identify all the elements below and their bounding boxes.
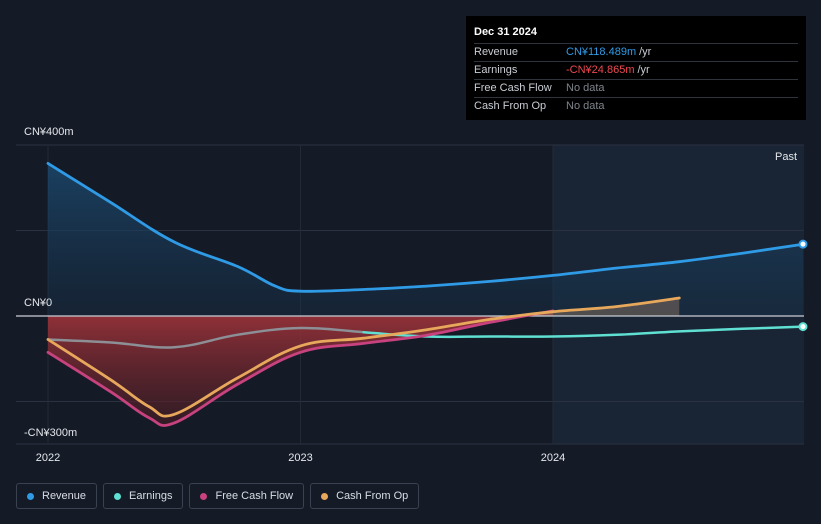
legend-item-revenue[interactable]: Revenue bbox=[16, 483, 98, 509]
legend-item-cash-from-op[interactable]: Cash From Op bbox=[310, 483, 420, 509]
legend-dot-icon bbox=[321, 492, 329, 500]
y-tick-label: CN¥400m bbox=[24, 126, 74, 138]
free-cash-flow-line bbox=[46, 309, 555, 427]
x-tick-label: 2022 bbox=[36, 452, 60, 464]
legend-dot-icon bbox=[27, 492, 34, 500]
tooltip-row-revenue: Revenue CN¥118.489m /yr bbox=[474, 43, 798, 61]
earnings-line bbox=[362, 325, 805, 339]
legend-dot-icon bbox=[200, 492, 208, 500]
past-label: Past bbox=[775, 151, 797, 163]
earnings-line-early bbox=[46, 326, 365, 349]
tooltip-value: No data bbox=[566, 82, 605, 94]
series-lines bbox=[46, 162, 808, 427]
tooltip-value: -CN¥24.865m bbox=[566, 64, 635, 76]
tooltip-row-cash-from-op: Cash From Op No data bbox=[474, 97, 798, 115]
tooltip-unit: /yr bbox=[637, 64, 650, 76]
earnings-end-marker bbox=[798, 322, 808, 332]
x-tick-label: 2024 bbox=[541, 452, 565, 464]
tooltip-row-free-cash-flow: Free Cash Flow No data bbox=[474, 79, 798, 97]
tooltip-value: CN¥118.489m bbox=[566, 46, 637, 58]
tooltip-label: Free Cash Flow bbox=[474, 82, 552, 94]
data-tooltip: Dec 31 2024 Revenue CN¥118.489m /yr Earn… bbox=[466, 16, 806, 120]
negative-area bbox=[48, 310, 553, 426]
x-tick-label: 2023 bbox=[288, 452, 312, 464]
revenue-area bbox=[48, 163, 803, 316]
tooltip-date: Dec 31 2024 bbox=[474, 26, 537, 38]
legend-label: Cash From Op bbox=[336, 490, 409, 502]
tooltip-label: Earnings bbox=[474, 64, 518, 76]
y-tick-label: -CN¥300m bbox=[24, 427, 77, 439]
tooltip-row-earnings: Earnings -CN¥24.865m /yr bbox=[474, 61, 798, 79]
tooltip-unit: /yr bbox=[639, 46, 652, 58]
legend-label: Earnings bbox=[129, 490, 173, 502]
tooltip-label: Revenue bbox=[474, 46, 519, 58]
tooltip-label: Cash From Op bbox=[474, 100, 547, 112]
y-tick-label: CN¥0 bbox=[24, 297, 52, 309]
revenue-line bbox=[46, 162, 805, 293]
cash-from-op-line bbox=[46, 296, 681, 418]
legend-dot-icon bbox=[114, 492, 122, 500]
revenue-end-marker bbox=[798, 239, 808, 249]
legend-label: Revenue bbox=[42, 490, 87, 502]
axis-tick-labels: CN¥400m CN¥0 -CN¥300m 2022 2023 2024 bbox=[24, 126, 565, 464]
chart-legend: Revenue Earnings Free Cash Flow Cash Fro… bbox=[16, 483, 420, 511]
legend-item-free-cash-flow[interactable]: Free Cash Flow bbox=[189, 483, 305, 509]
legend-item-earnings[interactable]: Earnings bbox=[103, 483, 184, 509]
legend-label: Free Cash Flow bbox=[215, 490, 294, 502]
tooltip-value: No data bbox=[566, 100, 605, 112]
